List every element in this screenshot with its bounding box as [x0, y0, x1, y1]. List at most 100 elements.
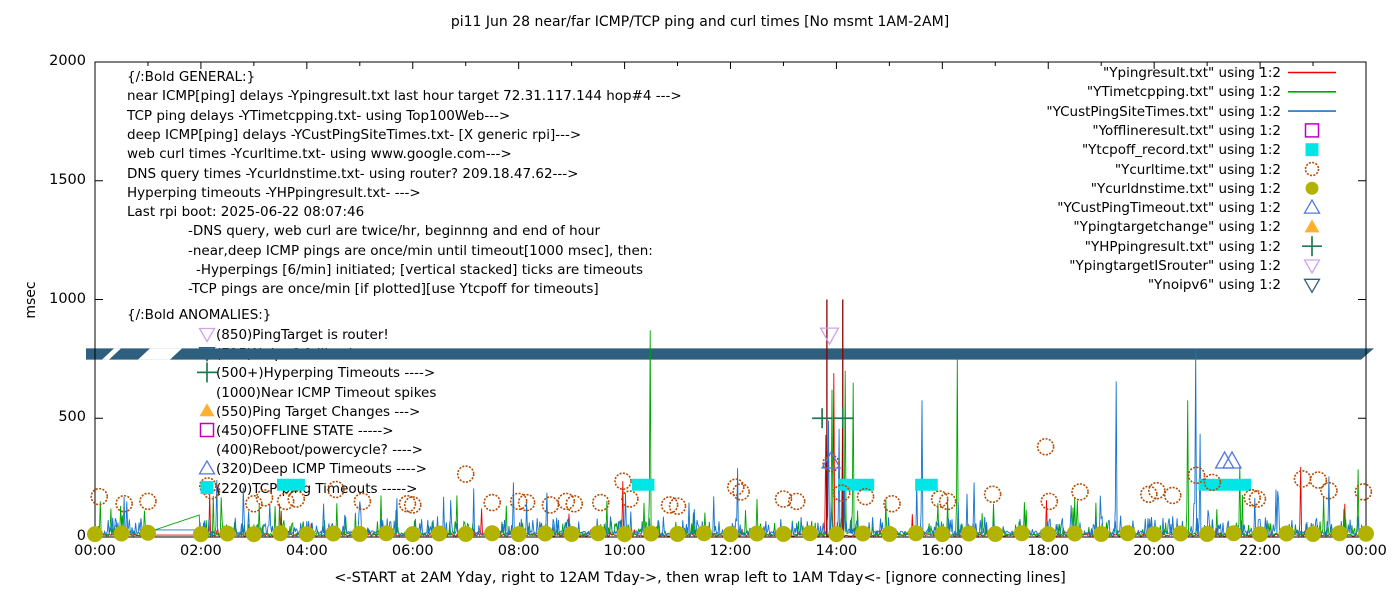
x-tick-label: 16:00 [921, 543, 964, 559]
circle-fill-marker [854, 525, 871, 542]
y-tick-label: 500 [58, 409, 86, 426]
general-line: -Hyperpings [6/min] initiated; [vertical… [196, 262, 644, 278]
circle-fill-marker [590, 525, 607, 542]
circle-open-marker [983, 485, 1002, 504]
anomalies-heading: {/:Bold ANOMALIES:} [127, 307, 272, 323]
tcp-timeout-run [838, 478, 875, 491]
circle-fill-marker [139, 524, 156, 541]
circle-fill-marker [1278, 525, 1295, 542]
circle-fill-marker [298, 526, 315, 543]
anomaly-line: (725)Noipv6 fallback ---> [216, 346, 387, 363]
circle-fill-marker [643, 525, 660, 542]
square-fill-marker [1305, 143, 1319, 157]
anomaly-line: (500+)Hyperping Timeouts ----> [216, 365, 436, 382]
legend-label: "Ypingtargetchange" using 1:2 [1073, 219, 1281, 236]
legend-label: "Ycurltime.txt" using 1:2 [1114, 161, 1281, 178]
circle-open-marker [621, 490, 639, 508]
circle-fill-marker [775, 525, 792, 542]
x-tick-label: 00:00 [1345, 543, 1387, 559]
circle-open-marker [509, 492, 528, 511]
circle-open-marker [732, 483, 750, 501]
circle-fill-marker [87, 526, 103, 543]
legend-label: "Yofflineresult.txt" using 1:2 [1092, 122, 1281, 139]
circle-fill-marker [1305, 181, 1319, 195]
circle-fill-marker [431, 525, 448, 542]
legend-label: "YpingtargetISrouter" using 1:2 [1069, 258, 1281, 274]
circle-fill-marker [669, 525, 686, 542]
anomaly-line: (220)TCP ping Timeouts -----> [216, 480, 418, 497]
general-line: web curl times -Ycurltime.txt- using www… [127, 146, 512, 163]
circle-open-marker [1163, 486, 1182, 505]
circle-open-marker [1320, 481, 1338, 500]
square-fill-marker [200, 481, 214, 495]
triangle-up-fill-marker [1304, 219, 1320, 233]
general-line: -DNS query, web curl are twice/hr, begin… [188, 223, 601, 240]
circle-open-marker [1293, 470, 1312, 488]
circle-open-marker [1140, 485, 1158, 504]
square-open-marker [199, 422, 215, 438]
circle-fill-marker [1066, 525, 1083, 542]
x-tick-label: 08:00 [497, 543, 540, 559]
x-axis-caption: <-START at 2AM Yday, right to 12AM Tday-… [334, 570, 1066, 586]
circle-open-marker [1187, 466, 1206, 485]
band-break [138, 348, 182, 360]
triangle-down-open-marker [198, 347, 216, 363]
square-open-marker [1304, 123, 1320, 138]
x-tick-label: 02:00 [180, 543, 222, 559]
general-line: -TCP pings are once/min [if plotted][use… [188, 281, 599, 298]
circle-open-marker [1243, 489, 1261, 507]
circle-fill-marker [616, 526, 633, 543]
circle-fill-marker [192, 526, 209, 543]
circle-open-marker [856, 487, 875, 506]
circle-open-marker [565, 494, 584, 513]
circle-fill-marker [1093, 525, 1110, 542]
circle-open-marker [483, 493, 501, 512]
circle-fill-marker [1146, 526, 1163, 543]
circle-fill-marker [960, 525, 977, 542]
circle-open-marker [822, 454, 840, 473]
circle-fill-marker [1040, 526, 1057, 543]
circle-fill-marker [272, 525, 289, 542]
circle-fill-marker [219, 525, 236, 542]
triangle-down-open-marker [1303, 278, 1321, 294]
circle-open-marker [930, 490, 949, 508]
legend-label: "YHPpingresult.txt" using 1:2 [1084, 238, 1281, 255]
circle-fill-marker [987, 525, 1004, 542]
triangle-up-open-marker [198, 459, 216, 475]
circle-open-marker [1071, 483, 1089, 501]
circle-fill-marker [325, 525, 342, 542]
tcp-timeout-run [631, 478, 655, 491]
tcp-timeout-run [915, 478, 938, 491]
circle-fill-marker [537, 525, 554, 542]
general-line: Hyperping timeouts -YHPpingresult.txt- -… [127, 184, 421, 201]
triangle-up-open-marker [1221, 450, 1243, 469]
legend-label: "Ynoipv6" using 1:2 [1147, 277, 1281, 294]
y-tick-label: 0 [76, 528, 86, 544]
circle-fill-marker [1199, 525, 1216, 542]
y-tick-label: 1500 [49, 171, 86, 188]
circle-fill-marker [696, 525, 713, 542]
tcp-timeout-run [1198, 478, 1252, 491]
general-line: deep ICMP[ping] delays -YCustPingSiteTim… [127, 126, 582, 143]
circle-fill-marker [113, 525, 130, 542]
x-tick-label: 06:00 [391, 543, 434, 559]
circle-open-marker [832, 484, 851, 502]
circle-fill-marker [563, 525, 580, 542]
circle-open-marker [883, 494, 901, 513]
general-line: TCP ping delays -YTimetcpping.txt- using… [127, 107, 511, 124]
x-tick-label: 14:00 [815, 543, 858, 559]
general-line: -near,deep ICMP pings are once/min until… [188, 242, 653, 259]
circle-open-marker [398, 494, 417, 513]
circle-open-marker [517, 493, 536, 512]
circle-open-marker [614, 472, 632, 490]
x-tick-label: 18:00 [1027, 543, 1070, 559]
circle-fill-marker [907, 525, 924, 542]
triangle-up-fill-marker [199, 403, 215, 417]
legend-label: "Ycurldnstime.txt" using 1:2 [1090, 180, 1281, 197]
anomaly-line: (450)OFFLINE STATE -----> [216, 423, 394, 439]
general-line: Last rpi boot: 2025-06-22 08:07:46 [127, 204, 365, 221]
circle-open-marker [726, 478, 745, 496]
circle-open-marker [668, 497, 687, 515]
legend-label: "YCustPingSiteTimes.txt" using 1:2 [1046, 103, 1281, 120]
legend-label: "Ypingresult.txt" using 1:2 [1103, 65, 1281, 81]
